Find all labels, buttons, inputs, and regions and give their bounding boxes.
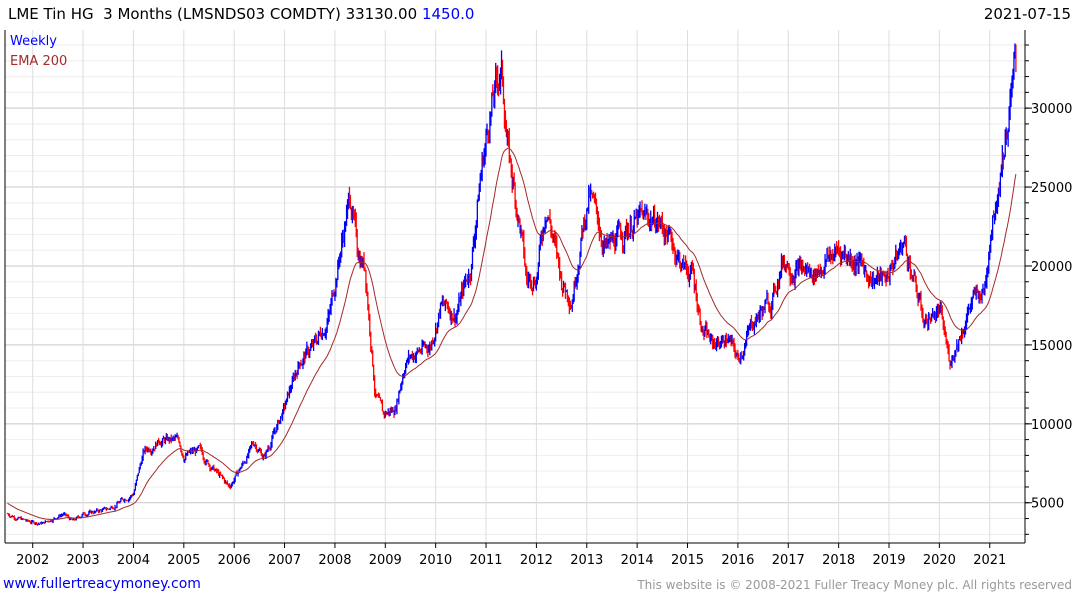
x-tick-label: 2018	[822, 553, 855, 568]
x-tick-label: 2007	[268, 553, 301, 568]
x-tick-label: 2005	[167, 553, 200, 568]
instrument-title: LME Tin HG 3 Months (LMSNDS03 COMDTY) 33…	[8, 5, 418, 23]
x-tick-label: 2014	[621, 553, 654, 568]
x-tick-label: 2003	[67, 553, 100, 568]
x-tick-label: 2017	[772, 553, 805, 568]
y-tick-label: 10000	[1031, 418, 1072, 433]
ema-200-line	[7, 147, 1017, 521]
x-tick-label: 2012	[520, 553, 553, 568]
chart-title: LME Tin HG 3 Months (LMSNDS03 COMDTY) 33…	[8, 5, 474, 23]
site-link[interactable]: www.fullertreacymoney.com	[3, 576, 201, 592]
x-tick-label: 2010	[419, 553, 452, 568]
chart-date: 2021-07-15	[983, 5, 1071, 23]
x-tick-label: 2021	[973, 553, 1006, 568]
x-tick-label: 2002	[16, 553, 49, 568]
x-tick-label: 2015	[671, 553, 704, 568]
x-tick-label: 2016	[721, 553, 754, 568]
x-tick-label: 2004	[117, 553, 150, 568]
x-tick-label: 2006	[218, 553, 251, 568]
y-tick-label: 15000	[1031, 339, 1072, 354]
x-tick-label: 2019	[872, 553, 905, 568]
y-tick-label: 30000	[1031, 102, 1072, 117]
y-tick-label: 20000	[1031, 260, 1072, 275]
y-tick-label: 25000	[1031, 181, 1072, 196]
price-change: 1450.0	[421, 5, 475, 23]
x-tick-label: 2008	[318, 553, 351, 568]
y-tick-label: 5000	[1031, 497, 1064, 512]
legend-ema-200: EMA 200	[10, 54, 67, 69]
copyright-text: This website is © 2008-2021 Fuller Treac…	[637, 578, 1072, 592]
legend-weekly: Weekly	[10, 34, 57, 49]
x-tick-label: 2013	[570, 553, 603, 568]
x-tick-label: 2011	[469, 553, 502, 568]
x-tick-label: 2009	[369, 553, 402, 568]
x-tick-label: 2020	[923, 553, 956, 568]
